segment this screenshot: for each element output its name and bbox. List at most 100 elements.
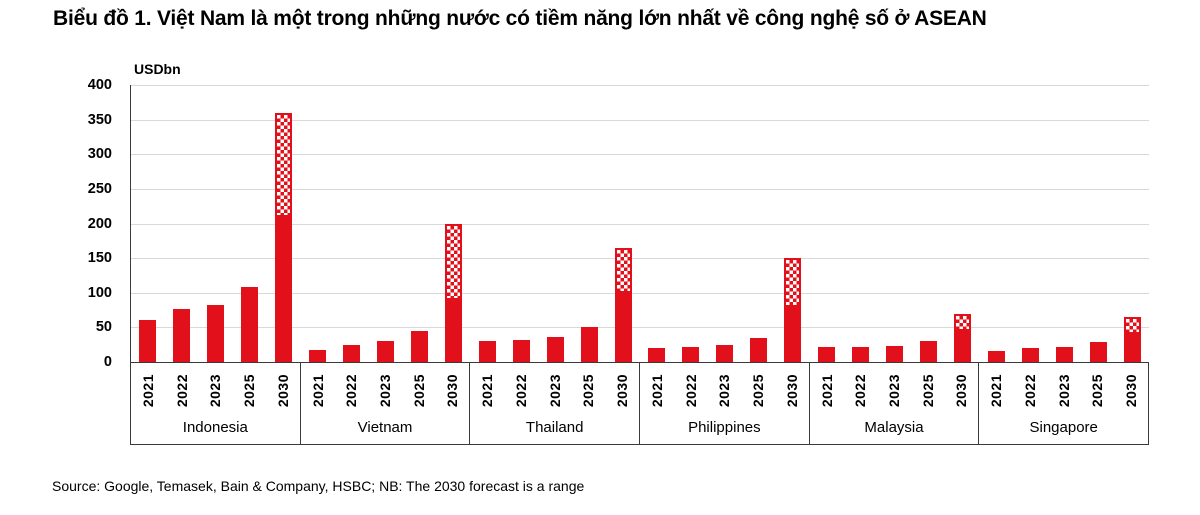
years-row-thailand: 2021 2022 2023 2025 2030 (470, 363, 639, 419)
country-label-indonesia: Indonesia (182, 419, 248, 436)
years-row-malaysia: 2021 2022 2023 2025 2030 (810, 363, 979, 419)
year-slot: 2021 (979, 363, 1013, 419)
chart-title: Biểu đồ 1. Việt Nam là một trong những n… (53, 7, 987, 30)
bar-slot-indonesia-2030 (267, 85, 301, 362)
x-axis-table: 2021 2022 2023 2025 2030 Indonesia 2021 2022 202… (130, 362, 1149, 445)
bar-thailand-2022 (512, 339, 530, 362)
bar-slot-vietnam-2025 (402, 85, 436, 362)
bar-thailand-2021 (478, 340, 496, 362)
year-label-vietnam-2021: 2021 (309, 374, 326, 408)
gridline-250 (131, 188, 1149, 190)
bar-malaysia-2030-high-range-segment (953, 313, 971, 331)
year-slot: 2025 (232, 363, 266, 419)
year-label-indonesia-2023: 2023 (207, 374, 224, 408)
y-tick-label-250: 250 (87, 180, 112, 197)
y-tick-label-100: 100 (87, 284, 112, 301)
bar-group-singapore (979, 85, 1149, 362)
bar-vietnam-2030-high-range-segment (444, 223, 462, 300)
year-slot: 2025 (402, 363, 436, 419)
bar-slot-malaysia-2023 (878, 85, 912, 362)
country-label-malaysia: Malaysia (864, 419, 924, 436)
year-label-vietnam-2023: 2023 (377, 374, 393, 408)
bar-group-thailand (470, 85, 640, 362)
bar-slot-malaysia-2022 (844, 85, 878, 362)
bar-slot-indonesia-2022 (165, 85, 199, 362)
bar-thailand-2025 (580, 327, 598, 362)
gridline-150 (131, 258, 1149, 260)
year-label-singapore-2021: 2021 (988, 374, 1005, 408)
year-slot: 2025 (572, 363, 606, 419)
bar-thailand-2030-low-segment (614, 292, 632, 362)
year-slot: 2022 (1013, 363, 1047, 419)
source-note: Source: Google, Temasek, Bain & Company,… (52, 478, 585, 494)
bar-indonesia-2030-range (275, 112, 293, 362)
bar-malaysia-2025 (919, 340, 937, 362)
gridline-400 (131, 85, 1149, 86)
year-label-indonesia-2021: 2021 (139, 374, 156, 408)
year-label-vietnam-2030: 2030 (444, 374, 461, 408)
bar-philippines-2021 (648, 348, 666, 362)
year-label-philippines-2023: 2023 (716, 374, 733, 408)
year-slot: 2021 (810, 363, 844, 419)
year-slot: 2021 (640, 363, 674, 419)
bar-slot-singapore-2030 (1115, 85, 1149, 362)
bar-malaysia-2030-low-segment (953, 330, 971, 362)
y-tick-label-0: 0 (103, 354, 112, 370)
years-row-philippines: 2021 2022 2023 2025 2030 (640, 363, 809, 419)
y-axis-labels: 0 50 100 150 200 250 300 350 400 (0, 77, 112, 370)
year-slot: 2030 (436, 363, 470, 419)
bar-slot-thailand-2022 (504, 85, 538, 362)
gridline-300 (131, 154, 1149, 156)
year-label-indonesia-2030: 2030 (274, 374, 291, 408)
year-slot: 2023 (538, 363, 572, 419)
bar-slot-singapore-2023 (1047, 85, 1081, 362)
bar-slot-malaysia-2030 (945, 85, 979, 362)
year-label-malaysia-2022: 2022 (852, 374, 869, 408)
year-label-singapore-2023: 2023 (1055, 374, 1072, 408)
bar-vietnam-2021 (309, 349, 327, 362)
bar-slot-singapore-2025 (1081, 85, 1115, 362)
bar-slot-thailand-2021 (470, 85, 504, 362)
bar-singapore-2030-range (1123, 317, 1141, 362)
bar-thailand-2023 (546, 337, 564, 362)
years-row-singapore: 2021 2022 2023 2025 2030 (979, 363, 1148, 419)
bar-indonesia-2030-high-range-segment (275, 112, 293, 217)
bar-slot-philippines-2022 (674, 85, 708, 362)
year-slot: 2025 (741, 363, 775, 419)
y-tick-label-300: 300 (87, 146, 112, 163)
year-label-malaysia-2023: 2023 (886, 374, 903, 408)
x-axis-cell-malaysia: 2021 2022 2023 2025 2030 Malaysia (810, 363, 980, 444)
x-axis-cell-singapore: 2021 2022 2023 2025 2030 Singapore (979, 363, 1148, 444)
bar-philippines-2030-range (784, 258, 802, 362)
year-label-philippines-2030: 2030 (783, 374, 800, 408)
gridline-100 (131, 292, 1149, 294)
bar-slot-vietnam-2023 (369, 85, 403, 362)
year-slot: 2030 (266, 363, 300, 419)
year-slot: 2030 (945, 363, 979, 419)
year-slot: 2022 (843, 363, 877, 419)
bar-slot-singapore-2022 (1013, 85, 1047, 362)
bar-group-indonesia (131, 85, 301, 362)
bar-slot-vietnam-2030 (436, 85, 470, 362)
year-slot: 2030 (605, 363, 639, 419)
bar-slot-indonesia-2021 (131, 85, 165, 362)
country-label-singapore: Singapore (1029, 419, 1098, 436)
bar-philippines-2030-high-range-segment (784, 258, 802, 307)
bar-indonesia-2022 (173, 309, 191, 362)
x-axis-cell-vietnam: 2021 2022 2023 2025 2030 Vietnam (301, 363, 471, 444)
bar-slot-indonesia-2025 (233, 85, 267, 362)
bar-vietnam-2022 (343, 344, 361, 362)
bar-singapore-2021 (987, 350, 1005, 362)
bar-slot-thailand-2025 (572, 85, 606, 362)
bar-singapore-2030-high-range-segment (1123, 317, 1141, 335)
bar-indonesia-2025 (241, 286, 259, 362)
years-row-indonesia: 2021 2022 2023 2025 2030 (131, 363, 300, 419)
year-slot: 2023 (707, 363, 741, 419)
bar-slot-thailand-2023 (538, 85, 572, 362)
year-slot: 2022 (674, 363, 708, 419)
bar-indonesia-2023 (207, 305, 225, 362)
year-label-malaysia-2025: 2025 (919, 374, 936, 408)
year-label-thailand-2023: 2023 (546, 374, 563, 408)
bar-thailand-2030-range (614, 247, 632, 362)
bar-slot-indonesia-2023 (199, 85, 233, 362)
